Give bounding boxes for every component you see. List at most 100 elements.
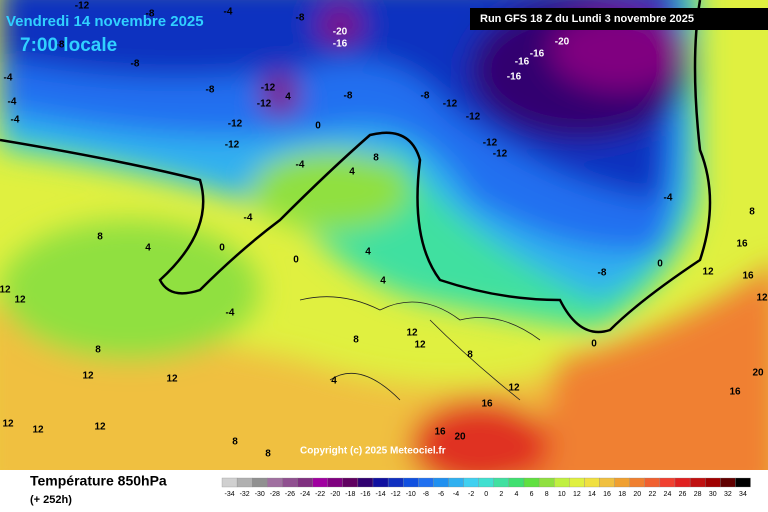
- contour-label: -8: [598, 268, 607, 279]
- scale-label: 0: [484, 491, 488, 498]
- contour-label: 12: [756, 293, 768, 304]
- scale-label: 6: [530, 491, 534, 498]
- temperature-field: [0, 0, 768, 470]
- contour-label: 12: [406, 328, 418, 339]
- scale-label: -32: [240, 491, 250, 498]
- contour-label: 20: [454, 432, 466, 443]
- scale-swatch: [538, 477, 555, 488]
- contour-label: -4: [11, 115, 20, 126]
- contour-label: 12: [2, 419, 14, 430]
- copyright: Copyright (c) 2025 Meteociel.fr: [300, 446, 446, 457]
- contour-label: 12: [508, 383, 520, 394]
- contour-label: 16: [736, 239, 748, 250]
- contour-label: -20: [333, 27, 348, 38]
- contour-label: 12: [0, 285, 11, 296]
- scale-swatch: [403, 477, 419, 488]
- scale-swatch: [433, 477, 449, 488]
- scale-label: 12: [573, 491, 581, 498]
- scale-swatch: [267, 477, 283, 488]
- scale-label: 30: [709, 491, 717, 498]
- contour-label: 16: [742, 271, 754, 282]
- scale-label: 10: [558, 491, 566, 498]
- scale-label: 18: [618, 491, 626, 498]
- contour-label: 8: [749, 207, 755, 218]
- contour-label: 12: [94, 422, 106, 433]
- scale-label: -28: [270, 491, 280, 498]
- contour-label: 0: [293, 255, 299, 266]
- contour-label: -12: [466, 112, 481, 123]
- contour-label: -4: [296, 160, 305, 171]
- scale-label: 34: [739, 491, 747, 498]
- scale-label: -6: [438, 491, 444, 498]
- contour-label: 12: [82, 371, 94, 382]
- contour-label: 8: [232, 437, 238, 448]
- contour-label: 0: [591, 339, 597, 350]
- contour-label: -8: [56, 40, 65, 51]
- scale-swatch: [569, 477, 585, 488]
- scale-swatch: [372, 477, 389, 488]
- scale-swatch: [448, 477, 464, 488]
- run-info: Run GFS 18 Z du Lundi 3 novembre 2025: [480, 13, 694, 25]
- contour-label: -16: [515, 57, 530, 68]
- contour-label: -12: [493, 149, 508, 160]
- scale-swatch: [282, 477, 298, 488]
- scale-label: -20: [330, 491, 340, 498]
- contour-label: 16: [481, 399, 493, 410]
- scale-swatch: [252, 477, 268, 488]
- scale-label: 22: [648, 491, 656, 498]
- contour-label: 12: [414, 340, 426, 351]
- contour-labels: -12-8-8-4-8-8-12-12-4-4-8-16-20-12-8 -8-1…: [0, 1, 768, 460]
- valid-date: Vendredi 14 novembre 2025: [6, 13, 204, 30]
- scale-label: -10: [406, 491, 416, 498]
- scale-label: -16: [360, 491, 370, 498]
- scale-label: -22: [315, 491, 325, 498]
- scale-label: 16: [603, 491, 611, 498]
- scale-label: 26: [679, 491, 687, 498]
- contour-label: -8: [206, 85, 215, 96]
- contour-label: -12: [261, 83, 276, 94]
- field-title: Température 850hPa: [30, 473, 167, 489]
- contour-label: -12: [257, 99, 272, 110]
- run-banner: [470, 8, 768, 30]
- scale-label: 4: [514, 491, 518, 498]
- contour-label: 20: [752, 368, 764, 379]
- contour-label: -12: [483, 138, 498, 149]
- scale-label: 24: [664, 491, 672, 498]
- scale-label: 28: [694, 491, 702, 498]
- contour-label: -16: [333, 39, 348, 50]
- scale-swatch: [720, 477, 736, 488]
- scale-label: 8: [545, 491, 549, 498]
- scale-label: -24: [300, 491, 310, 498]
- contour-label: -4: [224, 7, 233, 18]
- footer-bg: [0, 470, 768, 512]
- scale-swatch: [463, 477, 479, 488]
- contour-label: 8: [265, 449, 271, 460]
- contour-label: -8: [296, 13, 305, 24]
- scale-swatch: [614, 477, 630, 488]
- contour-label: -8: [421, 91, 430, 102]
- contour-label: 12: [166, 374, 178, 385]
- valid-time: 7:00 locale: [20, 35, 117, 56]
- contour-label: 8: [353, 335, 359, 346]
- scale-swatch: [387, 477, 404, 488]
- contour-label: 8: [373, 153, 379, 164]
- contour-label: 16: [729, 387, 741, 398]
- contour-label: 4: [145, 243, 151, 254]
- scale-swatch: [297, 477, 313, 488]
- scale-label: -4: [453, 491, 459, 498]
- contour-label: -12: [225, 140, 240, 151]
- scale-swatch: [599, 477, 615, 488]
- scale-swatch: [689, 477, 706, 488]
- scale-swatch: [508, 477, 525, 488]
- scale-swatch: [327, 477, 343, 488]
- scale-swatch: [478, 477, 494, 488]
- scale-swatch: [629, 477, 645, 488]
- contour-label: 12: [14, 295, 26, 306]
- scale-swatch: [357, 477, 374, 488]
- scale-swatch: [312, 477, 328, 488]
- scale-swatch: [705, 477, 721, 488]
- contour-label: -4: [226, 308, 235, 319]
- scale-swatch: [584, 477, 600, 488]
